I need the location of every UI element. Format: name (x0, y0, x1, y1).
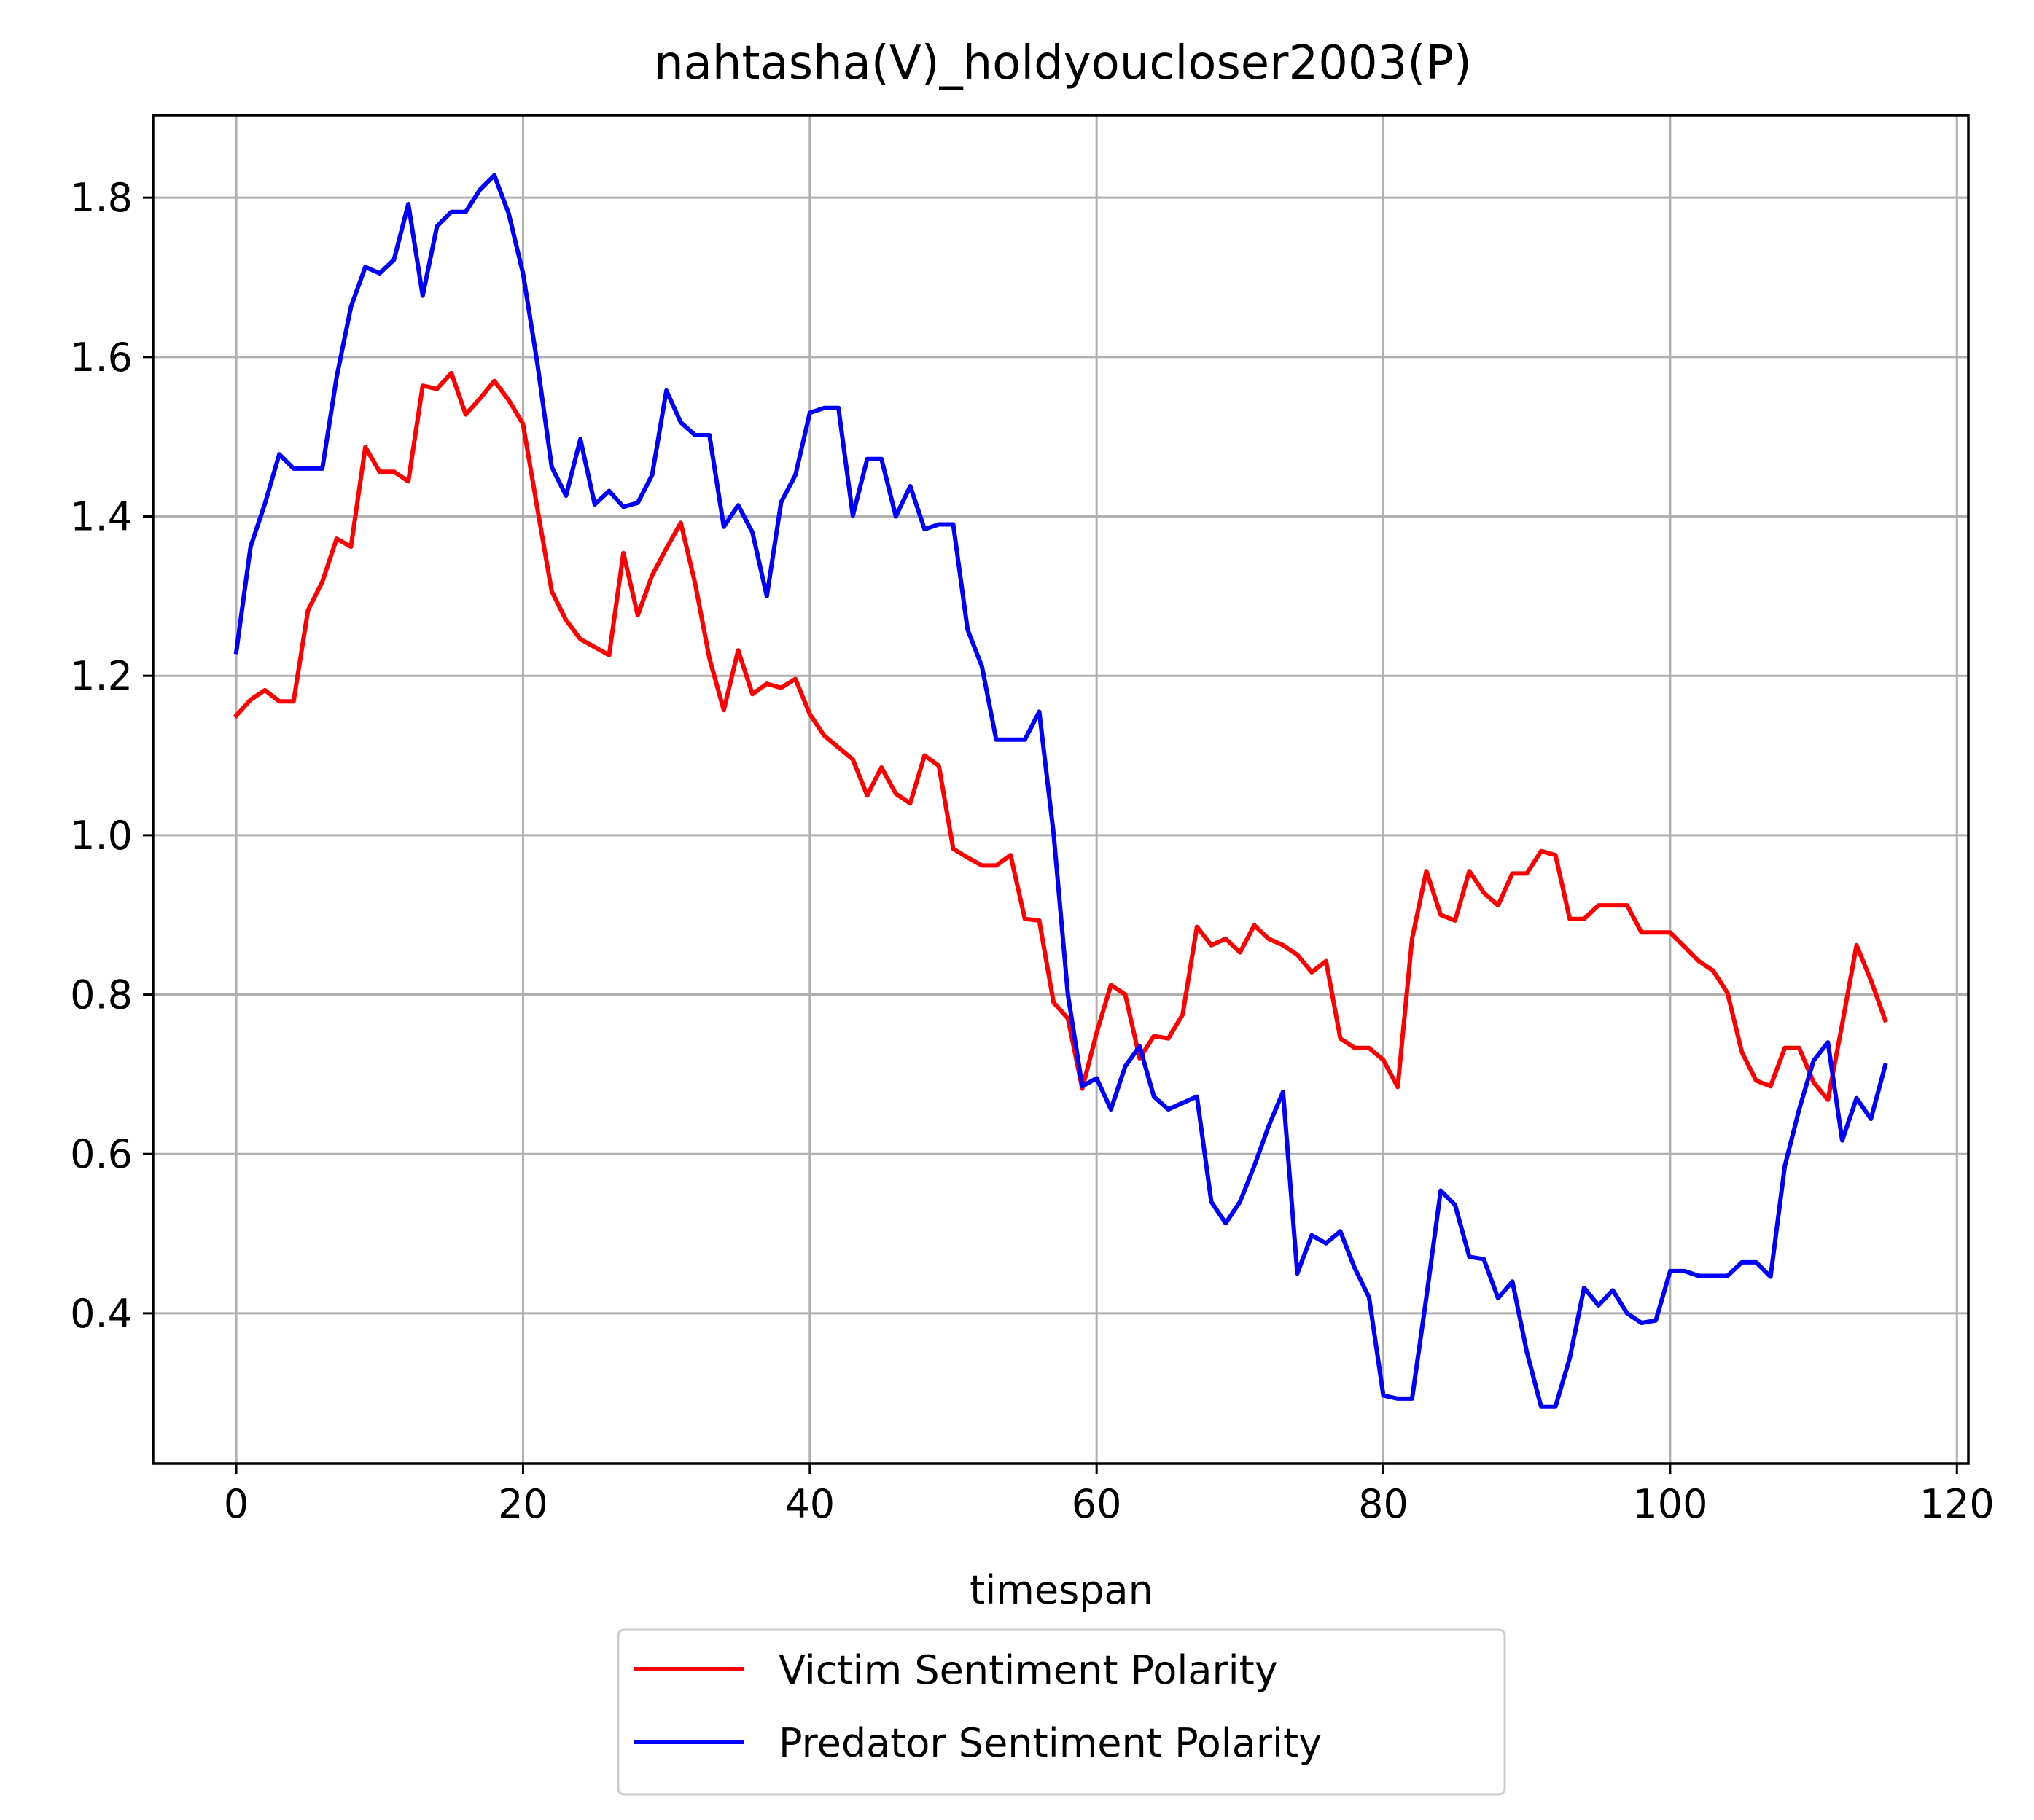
y-tick-label: 0.8 (70, 972, 133, 1018)
y-tick-label: 0.6 (70, 1131, 133, 1177)
y-tick-label: 1.6 (70, 335, 133, 380)
x-tick-label: 40 (784, 1481, 835, 1527)
legend-label-predator: Predator Sentiment Polarity (779, 1720, 1322, 1766)
x-tick-label: 80 (1358, 1481, 1408, 1527)
x-axis-label: timespan (970, 1567, 1153, 1613)
victim-series-line (233, 370, 1888, 1102)
series-layer (233, 173, 1888, 1409)
legend-box (617, 1628, 1506, 1796)
y-tick-label: 1.2 (70, 653, 133, 699)
y-tick-label: 1.0 (70, 813, 133, 859)
x-tick-label: 0 (224, 1481, 249, 1527)
chart-title: nahtasha(V)_holdyoucloser2003(P) (654, 36, 1472, 90)
y-tick-label: 1.8 (70, 175, 133, 221)
predator-series-line (233, 173, 1888, 1409)
axis-ticks: 0 20 40 60 80 100 120 0.4 0.6 0.8 1.0 1.2 1.4 1.6 1.8 (70, 175, 1995, 1527)
y-tick-label: 1.4 (70, 494, 133, 540)
y-tick-label: 0.4 (70, 1291, 133, 1337)
legend-label-victim: Victim Sentiment Polarity (779, 1647, 1278, 1693)
legend: Victim Sentiment Polarity Predator Senti… (617, 1628, 1506, 1796)
plot-area-frame (152, 114, 1970, 1465)
x-tick-label: 100 (1632, 1481, 1707, 1527)
x-tick-label: 60 (1072, 1481, 1122, 1527)
grid (153, 115, 1968, 1464)
x-tick-label: 20 (498, 1481, 548, 1527)
x-tick-label: 120 (1920, 1481, 1995, 1527)
